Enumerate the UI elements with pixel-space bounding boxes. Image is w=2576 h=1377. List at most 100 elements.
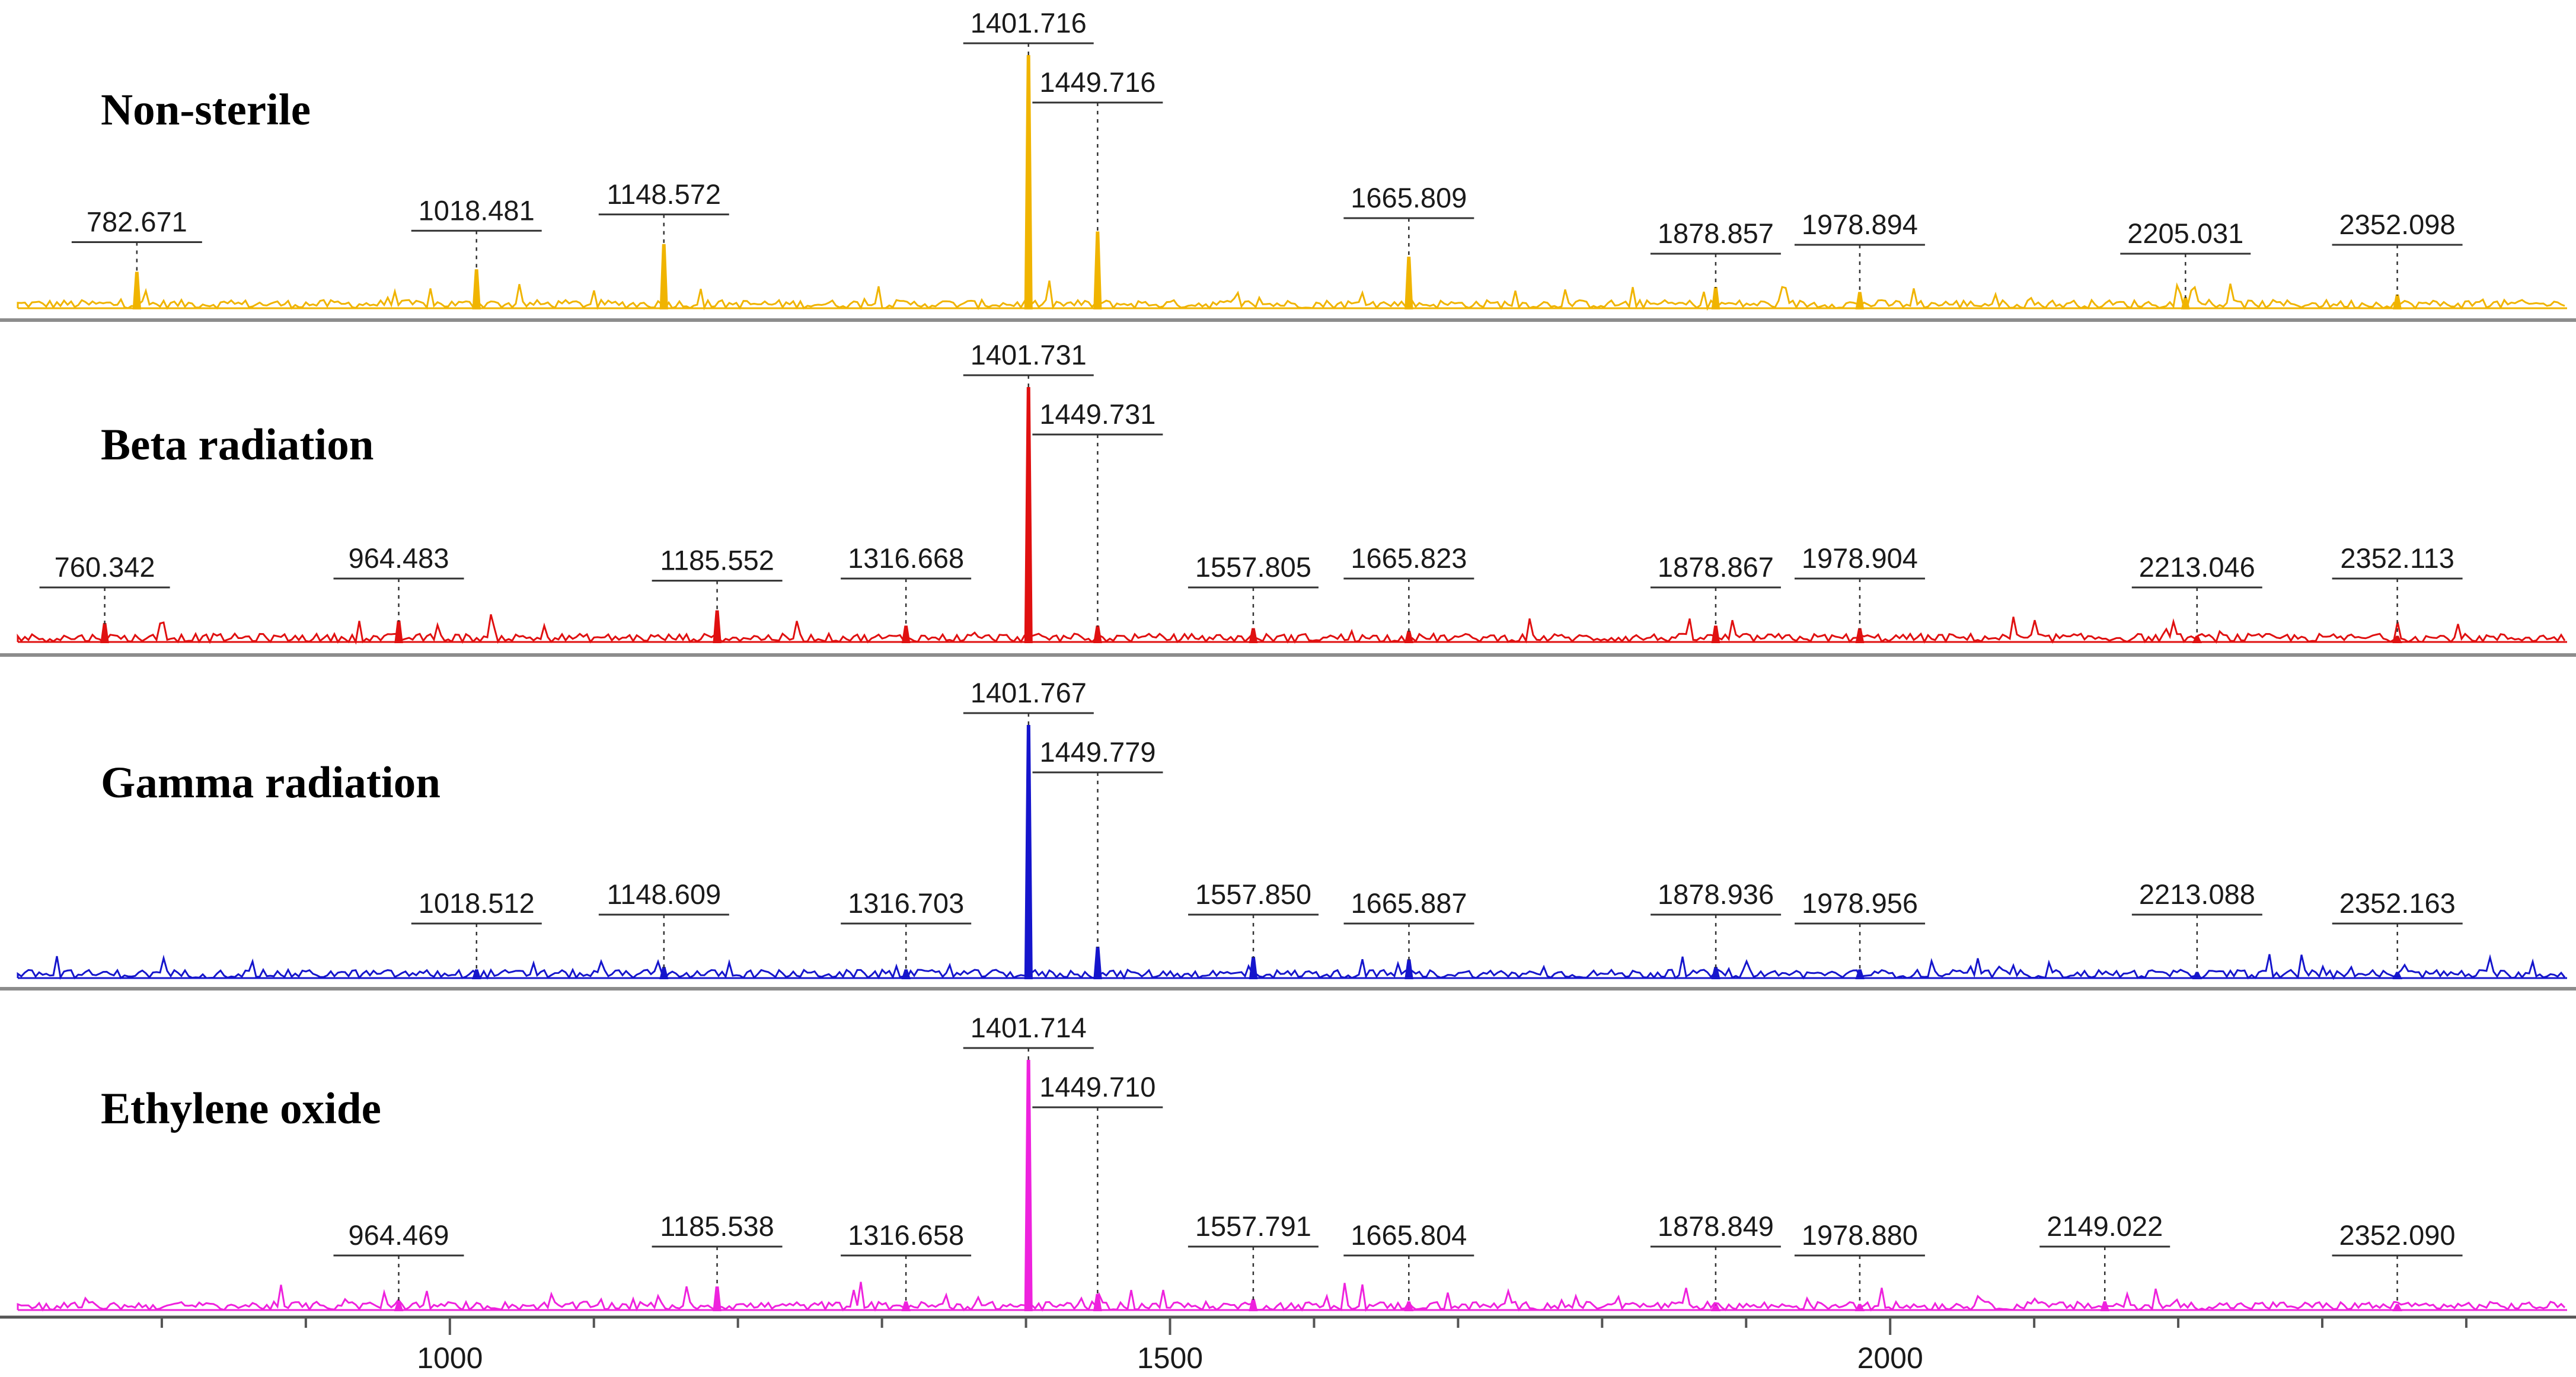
- spectrum-peak: [901, 1301, 911, 1311]
- peak-label: 1449.731: [1032, 398, 1163, 627]
- spectrum-peak: [2392, 972, 2402, 979]
- spectrum-peak: [1024, 55, 1033, 309]
- peak-label-text: 1401.714: [971, 1012, 1087, 1043]
- spectra-panels: Non-sterile 782.671 1018.481 1148.572 1401.7…: [0, 7, 2576, 1312]
- peak-label: 2352.113: [2332, 542, 2463, 637]
- spectrum-peak: [1855, 292, 1865, 309]
- peak-label: 2352.090: [2332, 1219, 2463, 1305]
- spectrum-panel: Gamma radiation 1018.512 1148.609 1316.703 1…: [17, 677, 2567, 980]
- peak-label-text: 1316.703: [848, 887, 964, 919]
- spectrum-peak: [659, 967, 669, 979]
- peak-label: 2213.088: [2131, 878, 2262, 973]
- peak-label-text: 2149.022: [2047, 1210, 2163, 1242]
- peak-label: 1878.849: [1650, 1210, 1781, 1305]
- spectrum-trace: [17, 954, 2566, 980]
- spectrum-peak: [472, 269, 481, 309]
- peak-label-text: 1449.731: [1039, 398, 1155, 430]
- peak-label: 1449.710: [1032, 1071, 1163, 1295]
- peak-label: 1665.804: [1343, 1219, 1474, 1303]
- spectrum-peak: [2100, 1301, 2109, 1311]
- peak-label: 1185.538: [652, 1210, 783, 1288]
- spectrum-title: Gamma radiation: [101, 758, 440, 807]
- peak-label-text: 1878.849: [1658, 1210, 1774, 1242]
- peak-label: 1978.880: [1794, 1219, 1925, 1305]
- spectrum-peak: [1855, 628, 1865, 643]
- peak-label: 1401.716: [963, 7, 1094, 56]
- spectrum-peak: [1093, 1293, 1102, 1311]
- peak-label-text: 1878.936: [1658, 878, 1774, 910]
- peak-label: 1978.956: [1795, 887, 1926, 971]
- peak-label: 1665.887: [1343, 887, 1474, 961]
- peak-label: 1316.703: [841, 887, 972, 971]
- peak-label: 2149.022: [2039, 1210, 2170, 1303]
- peak-label-text: 1978.894: [1802, 209, 1918, 240]
- peak-label-text: 1148.572: [607, 178, 721, 210]
- peak-label-text: 2213.046: [2139, 551, 2255, 583]
- peak-label-text: 2205.031: [2127, 218, 2243, 249]
- spectrum-peak: [472, 969, 481, 979]
- spectrum-peak: [1711, 967, 1720, 979]
- peak-label-text: 1665.809: [1351, 182, 1467, 213]
- peak-label: 2205.031: [2120, 218, 2251, 298]
- peak-label-text: 1878.857: [1658, 218, 1774, 249]
- spectrum-peak: [659, 244, 668, 309]
- peak-label-text: 1185.538: [660, 1210, 774, 1242]
- peak-label-text: 1665.804: [1351, 1219, 1467, 1251]
- spectrum-peak: [713, 1286, 722, 1311]
- spectrum-title: Beta radiation: [101, 420, 374, 469]
- peak-label-text: 1148.609: [607, 878, 722, 910]
- spectrum-peak: [1093, 231, 1102, 309]
- spectrum-peak: [1855, 969, 1865, 979]
- peak-label-text: 1401.716: [971, 7, 1087, 39]
- peak-label-text: 1401.767: [971, 677, 1087, 708]
- peak-label: 1557.791: [1188, 1210, 1319, 1301]
- peak-label-text: 2352.090: [2339, 1219, 2456, 1251]
- spectrum-peak: [1711, 625, 1720, 643]
- peak-label-text: 1978.880: [1802, 1219, 1918, 1251]
- peak-label-text: 2352.163: [2339, 887, 2456, 919]
- peak-label: 1401.714: [963, 1012, 1094, 1061]
- spectrum-peak: [1404, 630, 1413, 643]
- peak-label: 1978.894: [1794, 209, 1925, 293]
- peak-label: 1978.904: [1794, 542, 1925, 630]
- spectrum-panel: Ethylene oxide 964.469 1185.538 1316.658 140…: [17, 1012, 2567, 1312]
- peak-label: 964.483: [333, 542, 464, 622]
- peak-label-text: 1557.791: [1195, 1210, 1311, 1242]
- x-tick-label: 1500: [1137, 1341, 1203, 1375]
- peak-label-text: 1018.481: [419, 194, 535, 226]
- spectrum-peak: [394, 620, 403, 643]
- spectrum-peak: [2393, 294, 2402, 309]
- spectrum-peak: [1024, 387, 1033, 643]
- peak-label: 1401.767: [963, 677, 1094, 726]
- spectrum-peak: [100, 623, 109, 643]
- peak-label-text: 760.342: [55, 551, 155, 583]
- peak-label-text: 1449.710: [1039, 1071, 1155, 1103]
- peak-label: 1018.512: [411, 887, 542, 971]
- peak-label: 782.671: [71, 206, 202, 273]
- peak-label: 1018.481: [411, 194, 542, 271]
- x-tick-label: 1000: [417, 1341, 483, 1375]
- peak-label: 964.469: [333, 1219, 464, 1303]
- spectrum-peak: [1249, 957, 1258, 979]
- peak-label: 1665.809: [1343, 182, 1474, 258]
- peak-label-text: 1978.956: [1802, 887, 1918, 919]
- spectrum-peak: [2192, 635, 2202, 643]
- peak-label-text: 964.469: [349, 1219, 449, 1251]
- spectrum-peak: [2181, 297, 2190, 309]
- spectrum-peak: [713, 610, 722, 643]
- peak-label-text: 1665.887: [1351, 887, 1467, 919]
- peak-label: 760.342: [39, 551, 170, 625]
- spectrum-peak: [1024, 1060, 1033, 1311]
- spectrum-panel: Beta radiation 760.342 964.483 1185.552 1316…: [17, 339, 2567, 645]
- peak-label: 1878.936: [1651, 878, 1782, 968]
- peak-label: 1878.857: [1650, 218, 1781, 288]
- peak-label-text: 1449.716: [1039, 66, 1155, 98]
- x-axis: 1000 1500 2000: [0, 1315, 2576, 1375]
- x-tick-label: 2000: [1857, 1341, 1923, 1375]
- spectrum-peak: [2192, 972, 2202, 979]
- spectrum-trace: [17, 280, 2565, 311]
- peak-label: 1316.668: [841, 542, 972, 627]
- peak-label: 1557.805: [1188, 551, 1319, 630]
- peak-label-text: 1978.904: [1802, 542, 1918, 574]
- spectrum-peak: [1710, 1303, 1721, 1311]
